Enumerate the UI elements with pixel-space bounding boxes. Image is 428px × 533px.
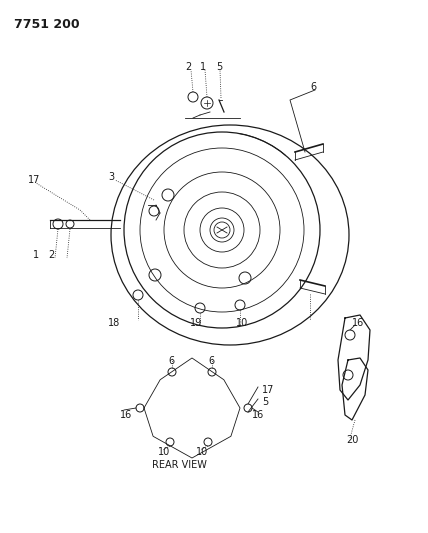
Text: 17: 17 xyxy=(262,385,274,395)
Text: 16: 16 xyxy=(120,410,132,420)
Text: 10: 10 xyxy=(196,447,208,457)
Text: 6: 6 xyxy=(310,82,316,92)
Text: 10: 10 xyxy=(158,447,170,457)
Text: REAR VIEW: REAR VIEW xyxy=(152,460,207,470)
Text: 1: 1 xyxy=(200,62,206,72)
Text: 18: 18 xyxy=(108,318,120,328)
Text: 16: 16 xyxy=(352,318,364,328)
Text: 17: 17 xyxy=(28,175,40,185)
Text: 20: 20 xyxy=(346,435,358,445)
Text: 5: 5 xyxy=(262,397,268,407)
Text: 6: 6 xyxy=(208,356,214,366)
Text: 2: 2 xyxy=(48,250,54,260)
Text: 5: 5 xyxy=(216,62,222,72)
Text: 16: 16 xyxy=(252,410,264,420)
Text: 6: 6 xyxy=(168,356,174,366)
Text: 7751 200: 7751 200 xyxy=(14,18,80,31)
Text: 19: 19 xyxy=(190,318,202,328)
Text: 10: 10 xyxy=(236,318,248,328)
Text: 3: 3 xyxy=(108,172,114,182)
Text: 2: 2 xyxy=(185,62,191,72)
Text: 1: 1 xyxy=(33,250,39,260)
